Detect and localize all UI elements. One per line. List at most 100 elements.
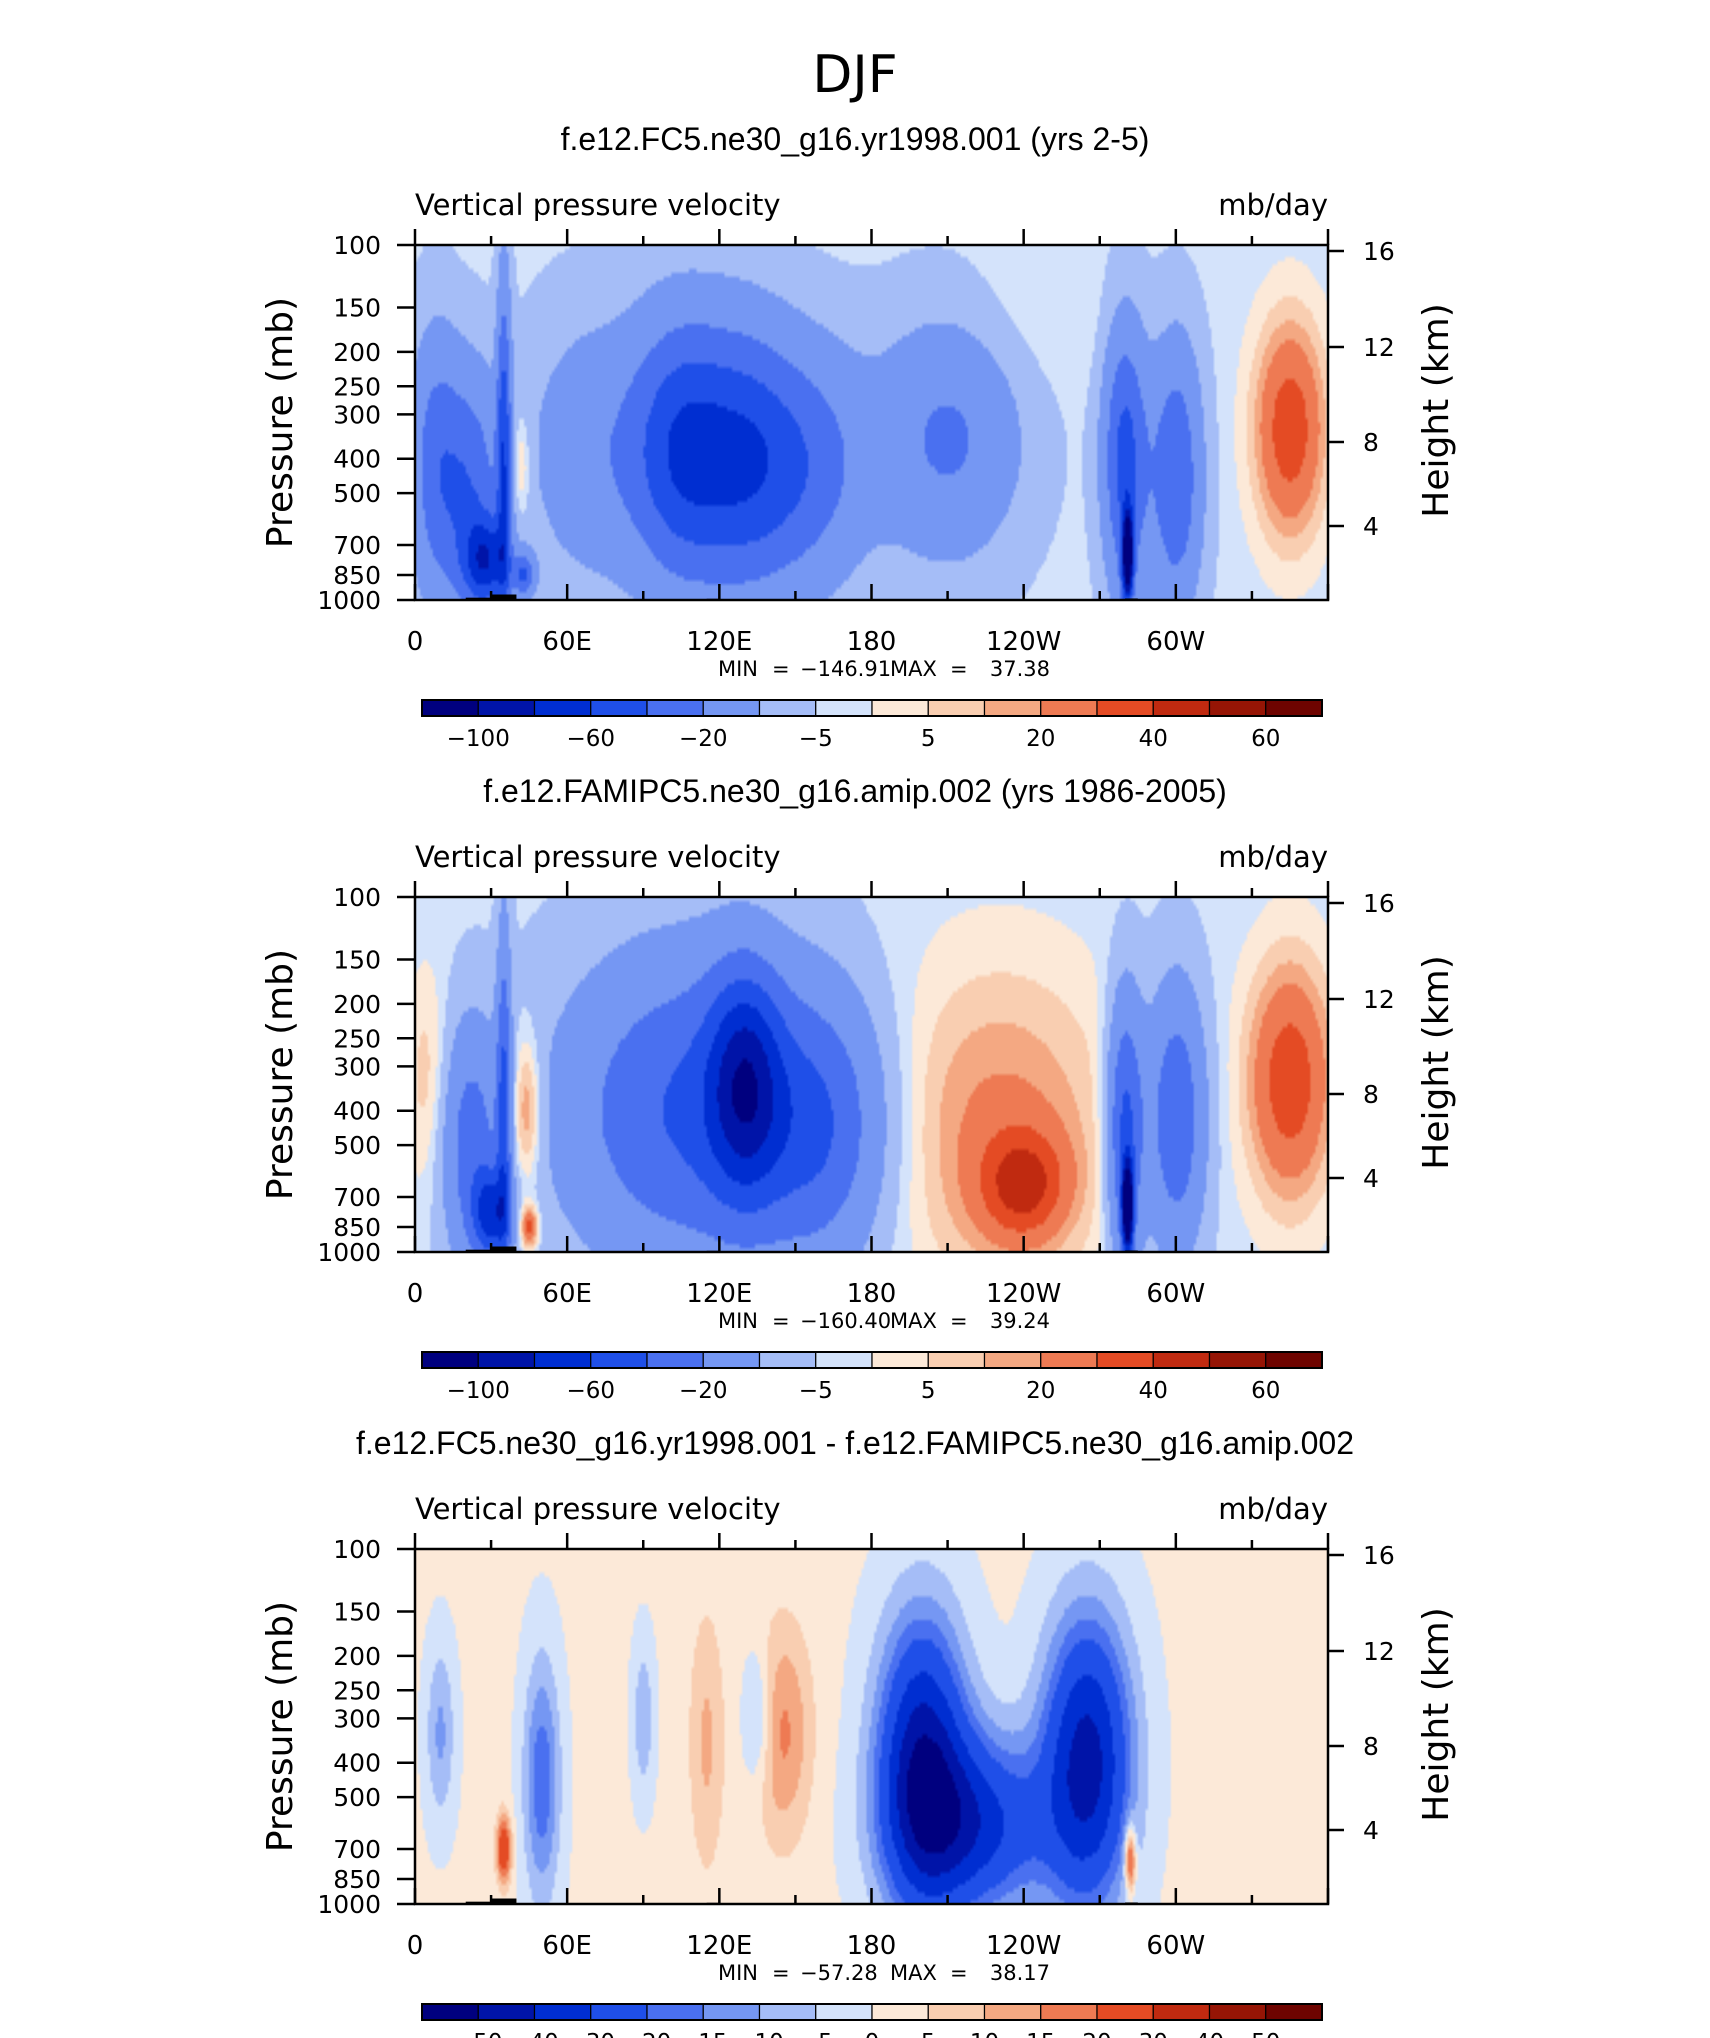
colorbar-swatch	[590, 699, 648, 717]
colorbar-swatch	[1208, 1351, 1267, 1369]
colorbar-swatch	[1096, 2003, 1154, 2021]
y-tick-label: 500	[333, 1131, 381, 1160]
colorbar-swatch	[1152, 2003, 1211, 2021]
x-tick-label: 60E	[542, 1931, 592, 1961]
y-right-tick-label: 4	[1363, 512, 1379, 541]
colorbar-label: −50	[454, 2030, 503, 2038]
y-tick-label: 700	[333, 1835, 381, 1864]
stat-min-value: −57.28	[800, 1961, 878, 1985]
colorbar-swatch	[1265, 1351, 1323, 1369]
colorbar-swatch	[1040, 2003, 1098, 2021]
colorbar-swatch	[533, 2003, 592, 2021]
y-tick-label: 250	[333, 1024, 381, 1053]
y-right-tick-label: 12	[1363, 985, 1395, 1014]
y-right-axis-label: Height (km)	[1416, 1607, 1457, 1821]
colorbar-swatch	[983, 1351, 1042, 1369]
stat-eq: =	[772, 657, 790, 681]
y-axis-label: Pressure (mb)	[260, 297, 301, 548]
x-tick-label: 120W	[986, 1931, 1061, 1961]
colorbar-swatch	[533, 699, 592, 717]
colorbar-swatch	[646, 2003, 704, 2021]
colorbar-swatch	[815, 1351, 873, 1369]
y-tick-label: 850	[333, 1865, 381, 1894]
panel-2: f.e12.FAMIPC5.ne30_g16.amip.002 (yrs 198…	[260, 773, 1457, 1404]
colorbar-frame	[421, 699, 1323, 717]
stat-max-label: MAX	[890, 1961, 937, 1985]
x-tick-label: 180	[847, 627, 897, 657]
panels: f.e12.FC5.ne30_g16.yr1998.001 (yrs 2-5) V…	[260, 121, 1457, 2038]
variable-label: Vertical pressure velocity	[415, 188, 781, 222]
colorbar-label: −20	[679, 1378, 728, 1404]
colorbar-swatch	[1152, 1351, 1211, 1369]
colorbar-label: 30	[1139, 2030, 1168, 2038]
colorbar-label: 50	[1251, 2030, 1280, 2038]
x-tick-label: 180	[847, 1279, 897, 1309]
x-tick-label: 60E	[542, 627, 592, 657]
stat-min-value: −146.91	[800, 657, 891, 681]
y-tick-label: 100	[333, 231, 381, 260]
x-tick-label: 120E	[686, 1279, 752, 1309]
y-tick-label: 250	[333, 1676, 381, 1705]
y-tick-label: 200	[333, 1642, 381, 1671]
y-right-tick-label: 16	[1363, 237, 1395, 266]
colorbar-swatch	[421, 699, 479, 717]
y-tick-label: 150	[333, 946, 381, 975]
colorbar-frame	[421, 2003, 1323, 2021]
colorbar-swatch	[1096, 699, 1154, 717]
colorbar-swatch	[533, 1351, 592, 1369]
x-tick-label: 120E	[686, 627, 752, 657]
colorbar-label: −5	[799, 1378, 833, 1404]
x-tick-label: 0	[407, 627, 424, 657]
stat-eq: =	[950, 1961, 968, 1985]
heatmap-field	[415, 245, 1328, 600]
colorbar-label: −100	[447, 1378, 510, 1404]
colorbar-swatch	[590, 1351, 648, 1369]
colorbar-label: −20	[623, 2030, 672, 2038]
stat-min-label: MIN	[718, 657, 758, 681]
colorbar-label: −10	[735, 2030, 784, 2038]
y-right-tick-label: 16	[1363, 1541, 1395, 1570]
colorbar-swatch	[871, 2003, 929, 2021]
colorbar-swatch	[927, 1351, 986, 1369]
colorbar-swatch	[421, 1351, 479, 1369]
panel-title: f.e12.FAMIPC5.ne30_g16.amip.002 (yrs 198…	[483, 773, 1227, 809]
stat-max-value: 38.17	[990, 1961, 1050, 1985]
y-tick-label: 100	[333, 1535, 381, 1564]
heatmap-field	[415, 1549, 1328, 1904]
colorbar-label: 20	[1026, 1378, 1055, 1404]
colorbar-swatch	[646, 1351, 704, 1369]
colorbar-swatch	[871, 699, 929, 717]
colorbar-label: 5	[921, 1378, 936, 1404]
y-tick-label: 700	[333, 1183, 381, 1212]
colorbar-label: 20	[1026, 726, 1055, 752]
y-right-tick-label: 8	[1363, 1080, 1379, 1109]
colorbar-frame	[421, 1351, 1323, 1369]
panel-1: f.e12.FC5.ne30_g16.yr1998.001 (yrs 2-5) V…	[260, 121, 1457, 752]
colorbar-label: 40	[1139, 726, 1168, 752]
colorbar-label: 10	[970, 2030, 999, 2038]
y-right-tick-label: 12	[1363, 333, 1395, 362]
colorbar-label: −100	[447, 726, 510, 752]
y-tick-label: 500	[333, 479, 381, 508]
y-tick-label: 850	[333, 561, 381, 590]
colorbar-label: −30	[566, 2030, 615, 2038]
x-tick-label: 60W	[1146, 1279, 1205, 1309]
stat-max-value: 37.38	[990, 657, 1050, 681]
y-tick-label: 400	[333, 445, 381, 474]
colorbar-label: 5	[921, 2030, 936, 2038]
y-right-tick-label: 4	[1363, 1816, 1379, 1845]
terrain-block	[491, 594, 517, 600]
colorbar-swatch	[477, 1351, 536, 1369]
colorbar-swatch	[421, 2003, 479, 2021]
y-tick-label: 500	[333, 1783, 381, 1812]
colorbar-label: 60	[1251, 726, 1280, 752]
colorbar-swatch	[590, 2003, 648, 2021]
y-tick-label: 100	[333, 883, 381, 912]
y-right-tick-label: 12	[1363, 1637, 1395, 1666]
colorbar-swatch	[1208, 2003, 1267, 2021]
terrain-block	[491, 1246, 517, 1252]
colorbar-swatch	[1096, 1351, 1154, 1369]
colorbar-label: 5	[921, 726, 936, 752]
stat-eq: =	[772, 1961, 790, 1985]
